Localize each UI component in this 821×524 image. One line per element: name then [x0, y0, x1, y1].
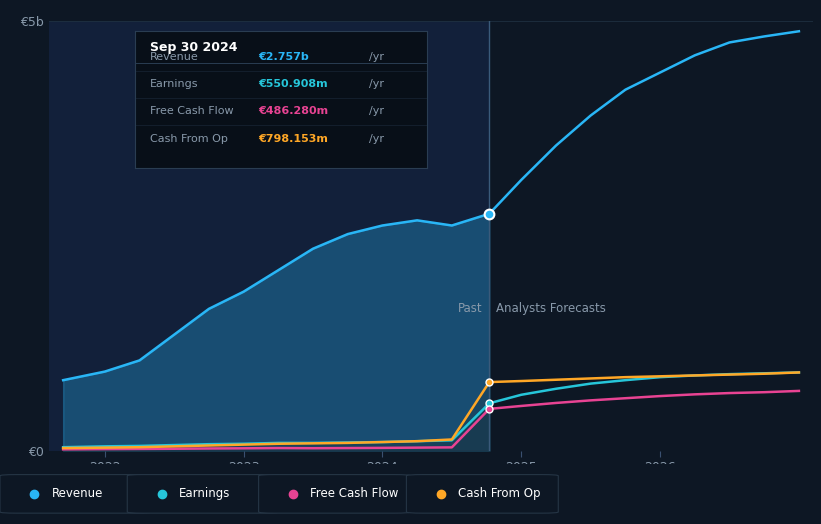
Text: /yr: /yr [369, 134, 383, 144]
Text: Revenue: Revenue [52, 487, 103, 500]
Text: Free Cash Flow: Free Cash Flow [150, 106, 234, 116]
Text: Sep 30 2024: Sep 30 2024 [150, 41, 237, 54]
Text: /yr: /yr [369, 52, 383, 62]
Text: Cash From Op: Cash From Op [458, 487, 540, 500]
Text: Free Cash Flow: Free Cash Flow [310, 487, 399, 500]
Text: Earnings: Earnings [150, 79, 199, 89]
FancyBboxPatch shape [406, 475, 558, 513]
Text: Revenue: Revenue [150, 52, 199, 62]
Text: €550.908m: €550.908m [258, 79, 328, 89]
Text: €2.757b: €2.757b [258, 52, 309, 62]
FancyBboxPatch shape [127, 475, 279, 513]
Text: Analysts Forecasts: Analysts Forecasts [496, 302, 606, 315]
Text: Past: Past [458, 302, 483, 315]
FancyBboxPatch shape [0, 475, 152, 513]
Text: /yr: /yr [369, 79, 383, 89]
Bar [489, 21, 813, 451]
Bar [49, 21, 489, 451]
FancyBboxPatch shape [259, 475, 410, 513]
Text: Earnings: Earnings [179, 487, 231, 500]
Text: €798.153m: €798.153m [258, 134, 328, 144]
Text: €486.280m: €486.280m [258, 106, 328, 116]
Text: /yr: /yr [369, 106, 383, 116]
Text: Cash From Op: Cash From Op [150, 134, 228, 144]
